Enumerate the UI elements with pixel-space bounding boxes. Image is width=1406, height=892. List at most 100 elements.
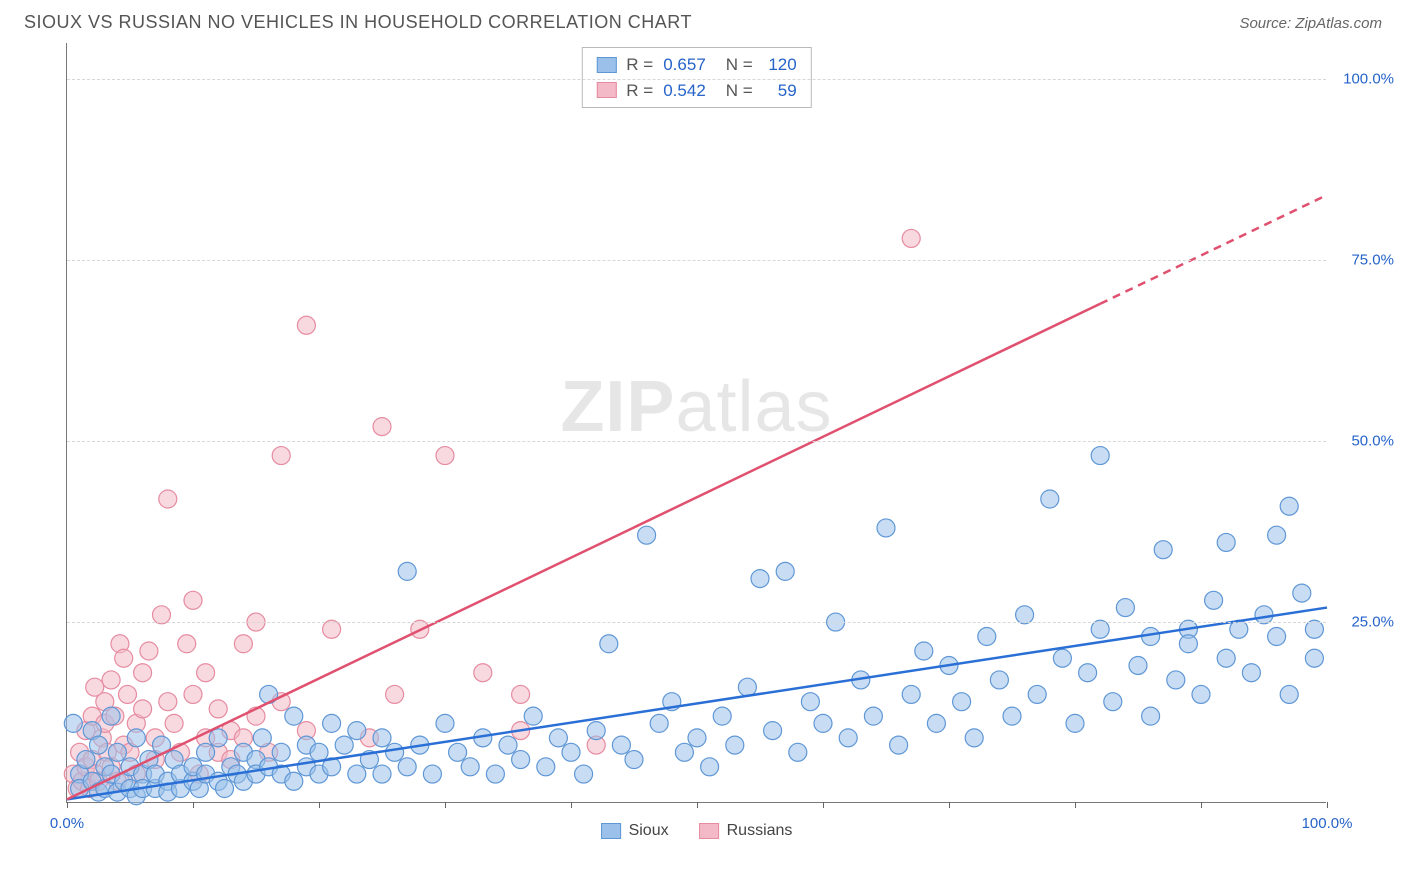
scatter-point [118, 685, 136, 703]
scatter-point [1205, 591, 1223, 609]
scatter-point [789, 743, 807, 761]
scatter-point [1154, 541, 1172, 559]
scatter-point [726, 736, 744, 754]
scatter-point [1280, 497, 1298, 515]
legend-item: Russians [699, 822, 793, 840]
y-tick-label: 25.0% [1334, 614, 1394, 631]
scatter-point [1293, 584, 1311, 602]
scatter-point [1192, 685, 1210, 703]
stat-n-value: 120 [763, 52, 797, 78]
scatter-point [701, 758, 719, 776]
scatter-point [814, 714, 832, 732]
scatter-point [839, 729, 857, 747]
x-tick [67, 802, 68, 808]
scatter-point [1129, 656, 1147, 674]
stats-row: R =0.542N =59 [596, 78, 796, 104]
scatter-point [197, 743, 215, 761]
scatter-point [272, 743, 290, 761]
scatter-point [348, 765, 366, 783]
scatter-point [436, 714, 454, 732]
x-tick [571, 802, 572, 808]
legend-swatch [699, 823, 719, 839]
scatter-point [1079, 664, 1097, 682]
scatter-point [927, 714, 945, 732]
stat-r-label: R = [626, 78, 653, 104]
scatter-point [108, 743, 126, 761]
x-tick [1201, 802, 1202, 808]
scatter-point [562, 743, 580, 761]
grid-line [67, 260, 1326, 261]
stat-r-value: 0.542 [663, 78, 706, 104]
scatter-point [776, 562, 794, 580]
scatter-point [1003, 707, 1021, 725]
scatter-point [801, 693, 819, 711]
grid-line [67, 79, 1326, 80]
stats-row: R =0.657N =120 [596, 52, 796, 78]
header-row: SIOUX VS RUSSIAN NO VEHICLES IN HOUSEHOL… [20, 12, 1386, 41]
scatter-point [373, 729, 391, 747]
x-tick [697, 802, 698, 808]
y-axis-label: No Vehicles in Household [0, 177, 2, 359]
scatter-point [335, 736, 353, 754]
scatter-point [625, 751, 643, 769]
scatter-point [253, 729, 271, 747]
scatter-point [461, 758, 479, 776]
scatter-point [102, 671, 120, 689]
scatter-point [272, 447, 290, 465]
y-tick-label: 75.0% [1334, 252, 1394, 269]
legend-swatch [596, 82, 616, 98]
chart-container: SIOUX VS RUSSIAN NO VEHICLES IN HOUSEHOL… [0, 0, 1406, 892]
scatter-point [990, 671, 1008, 689]
source-attribution: Source: ZipAtlas.com [1239, 15, 1382, 32]
scatter-point [1104, 693, 1122, 711]
scatter-point [474, 664, 492, 682]
scatter-point [877, 519, 895, 537]
scatter-point [764, 722, 782, 740]
scatter-point [1268, 526, 1286, 544]
scatter-point [638, 526, 656, 544]
scatter-point [978, 628, 996, 646]
bottom-legend: SiouxRussians [601, 822, 793, 840]
scatter-point [159, 693, 177, 711]
scatter-point [1116, 599, 1134, 617]
scatter-point [1217, 533, 1235, 551]
y-tick-label: 100.0% [1334, 71, 1394, 88]
scatter-point [1217, 649, 1235, 667]
scatter-point [423, 765, 441, 783]
scatter-point [373, 418, 391, 436]
scatter-point [1053, 649, 1071, 667]
scatter-point [902, 685, 920, 703]
scatter-point [386, 685, 404, 703]
scatter-point [115, 649, 133, 667]
scatter-point [1179, 635, 1197, 653]
x-tick [445, 802, 446, 808]
x-tick [1075, 802, 1076, 808]
trend-line [67, 608, 1327, 800]
scatter-point [486, 765, 504, 783]
scatter-point [285, 772, 303, 790]
scatter-point [1305, 649, 1323, 667]
legend-swatch [601, 823, 621, 839]
scatter-point [612, 736, 630, 754]
scatter-point [127, 729, 145, 747]
chart-area: No Vehicles in Household ZIPatlas R =0.6… [20, 41, 1386, 861]
scatter-point [1142, 707, 1160, 725]
scatter-point [549, 729, 567, 747]
scatter-point [134, 700, 152, 718]
scatter-point [216, 780, 234, 798]
scatter-point [348, 722, 366, 740]
scatter-point [524, 707, 542, 725]
x-tick [823, 802, 824, 808]
scatter-point [297, 316, 315, 334]
plot-svg [67, 43, 1326, 802]
scatter-point [1268, 628, 1286, 646]
trend-line-dashed [1100, 195, 1327, 304]
scatter-point [512, 751, 530, 769]
scatter-point [285, 707, 303, 725]
scatter-point [537, 758, 555, 776]
scatter-point [713, 707, 731, 725]
scatter-point [398, 562, 416, 580]
stat-r-label: R = [626, 52, 653, 78]
x-tick [1327, 802, 1328, 808]
scatter-point [650, 714, 668, 732]
